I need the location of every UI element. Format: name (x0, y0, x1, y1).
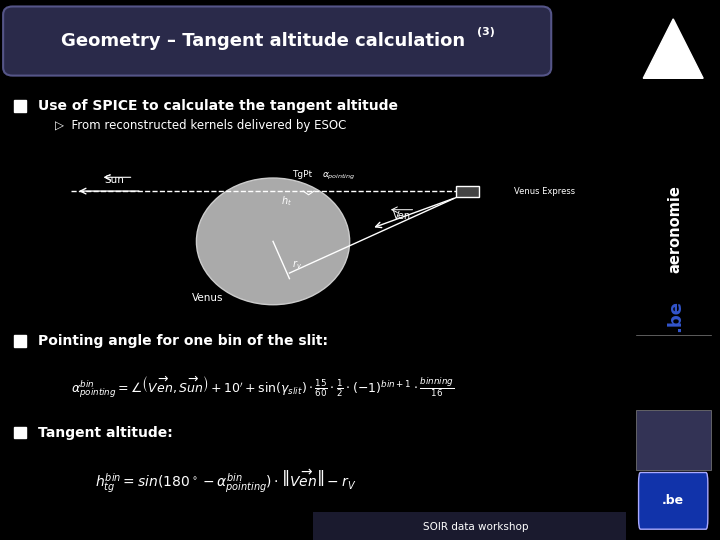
Bar (14, 100, 27, 112)
Text: (3): (3) (477, 28, 495, 37)
Text: Geometry – Tangent altitude calculation: Geometry – Tangent altitude calculation (61, 32, 465, 50)
Text: TgPt: TgPt (292, 170, 312, 179)
Text: .be: .be (662, 494, 684, 507)
Text: ▷  From reconstructed kernels delivered by ESOC: ▷ From reconstructed kernels delivered b… (55, 119, 346, 132)
Bar (456, 186, 480, 198)
Text: Venus Express: Venus Express (514, 187, 575, 197)
Bar (14, 335, 27, 347)
Text: Use of SPICE to calculate the tangent altitude: Use of SPICE to calculate the tangent al… (37, 99, 397, 113)
FancyBboxPatch shape (3, 6, 552, 76)
Bar (14, 427, 27, 438)
Text: $r_v$: $r_v$ (292, 259, 302, 271)
Text: $h_t$: $h_t$ (282, 194, 292, 208)
Text: aeronomie: aeronomie (667, 186, 683, 273)
Text: $h^{bin}_{tg} = sin(180^\circ - \alpha^{bin}_{pointing}) \cdot \left\|\overright: $h^{bin}_{tg} = sin(180^\circ - \alpha^{… (95, 468, 356, 496)
Text: .be: .be (666, 300, 684, 332)
Text: $\alpha^{bin}_{pointing} = \angle\left(\overrightarrow{Ven},\overrightarrow{Sun}: $\alpha^{bin}_{pointing} = \angle\left(\… (71, 375, 455, 401)
Bar (313, 512, 626, 540)
Text: Pointing angle for one bin of the slit:: Pointing angle for one bin of the slit: (37, 334, 328, 348)
Text: Ven: Ven (392, 211, 410, 221)
FancyBboxPatch shape (639, 472, 708, 529)
Ellipse shape (197, 178, 350, 305)
Text: Sun: Sun (104, 174, 125, 185)
Text: Tangent altitude:: Tangent altitude: (37, 426, 172, 440)
Text: SOIR data workshop: SOIR data workshop (423, 522, 528, 532)
Text: $\alpha_{pointing}$: $\alpha_{pointing}$ (323, 171, 356, 182)
Text: Venus: Venus (192, 293, 223, 303)
Bar (636, 410, 711, 470)
Polygon shape (643, 19, 703, 78)
